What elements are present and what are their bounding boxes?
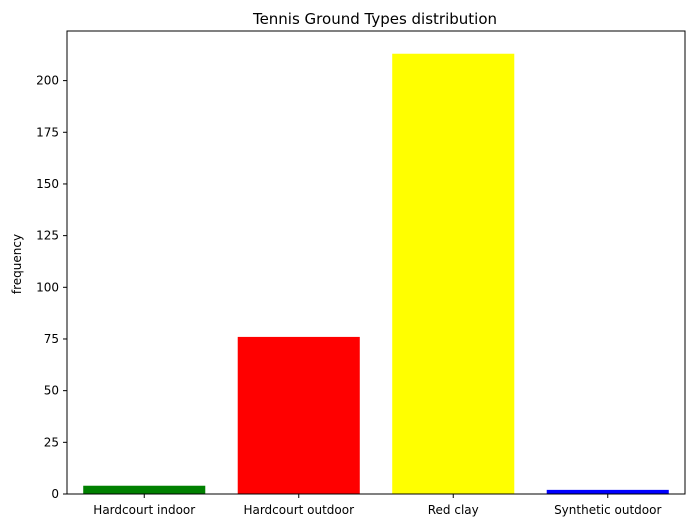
bar-hardcourt-indoor — [83, 485, 206, 494]
y-ticks-layer: 0 25 50 75 100 125 150 175 200 — [36, 74, 67, 501]
y-axis-label: frequency — [10, 234, 24, 294]
x-ticks-layer: Hardcourt indoor Hardcourt outdoor Red cla… — [93, 494, 661, 517]
y-tick-label: 75 — [44, 332, 59, 346]
y-tick-label: 125 — [36, 229, 59, 243]
y-tick-label: 175 — [36, 125, 59, 139]
bar-synthetic-outdoor — [546, 489, 669, 494]
x-tick-label: Synthetic outdoor — [554, 503, 661, 517]
bars-layer — [83, 53, 669, 495]
y-tick-label: 25 — [44, 435, 59, 449]
x-tick-label: Red clay — [428, 503, 479, 517]
plot-frame — [66, 30, 686, 495]
y-tick-label: 100 — [36, 280, 59, 294]
x-tick-label: Hardcourt indoor — [93, 503, 195, 517]
y-tick-label: 50 — [44, 384, 59, 398]
y-tick-label: 150 — [36, 177, 59, 191]
chart-title: Tennis Ground Types distribution — [252, 10, 497, 28]
y-tick-label: 200 — [36, 74, 59, 88]
bar-red-clay — [392, 53, 515, 495]
bar-hardcourt-outdoor — [237, 336, 360, 494]
y-tick-label: 0 — [51, 487, 59, 501]
x-tick-label: Hardcourt outdoor — [243, 503, 354, 517]
